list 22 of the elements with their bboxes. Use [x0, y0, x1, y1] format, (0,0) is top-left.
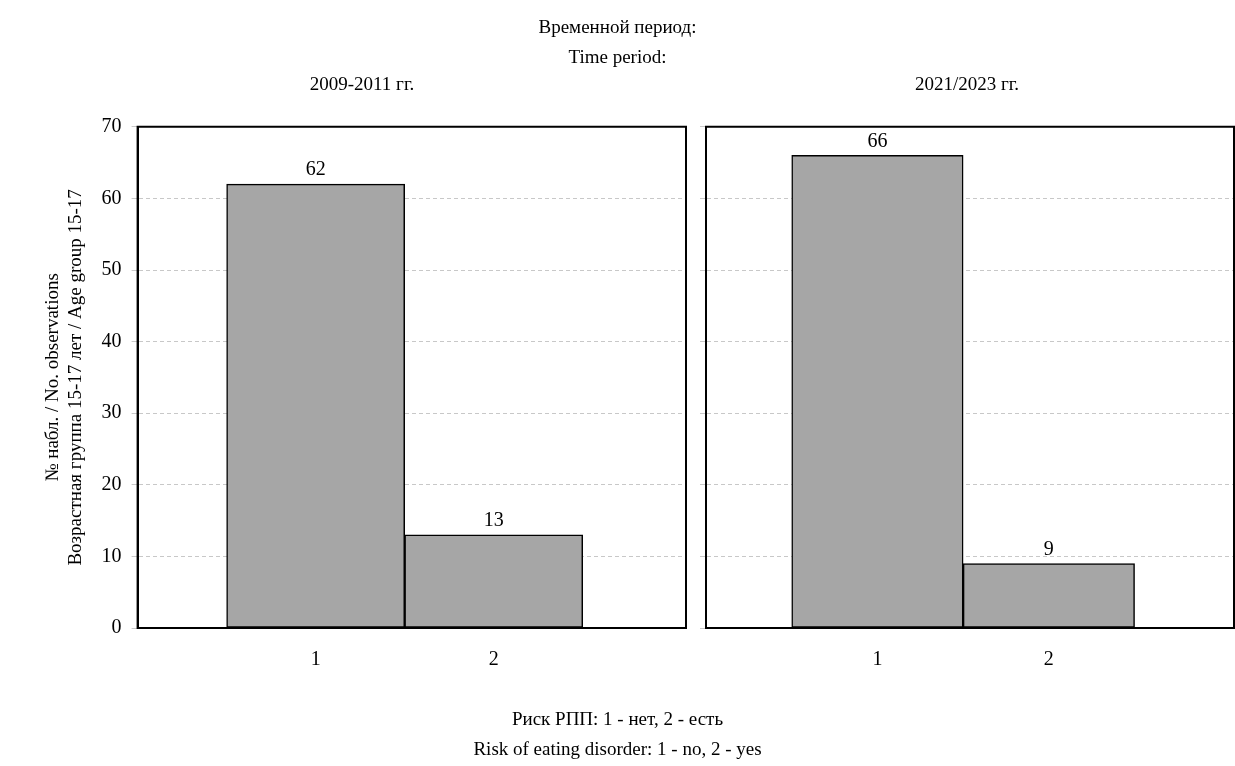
chart-title: 2009-2011 гг. [309, 73, 415, 95]
x-tick-label: 2 [1043, 647, 1054, 670]
data-label: 62 [305, 157, 326, 180]
y-axis-title: № набл. / No. observations Возрастная группа 15-17 лет / Age group 15-17 [41, 189, 86, 566]
text: Временной период: [537, 15, 698, 39]
y-tick-label: 0 [111, 615, 122, 638]
x-axis-title: Риск РПП: 1 - нет, 2 - есть Risk of eating disorder: 1 - no, 2 - yes [472, 707, 763, 761]
y-tick-label: 10 [101, 543, 122, 566]
y-tick-label: 40 [101, 328, 122, 351]
y-tick-label: 20 [101, 472, 122, 495]
y-tick-label: 30 [101, 400, 122, 423]
data-label: 66 [867, 128, 888, 151]
text: Time period: [567, 45, 668, 69]
data-label: 9 [1043, 536, 1054, 559]
chart-title: 2021/2023 гг. [914, 73, 1020, 95]
data-label: 13 [483, 508, 504, 531]
y-tick-label: 70 [101, 114, 122, 137]
x-tick-label: 1 [872, 647, 883, 670]
x-tick-label: 1 [310, 647, 321, 670]
y-tick-label: 60 [101, 185, 122, 208]
x-tick-label: 2 [488, 647, 499, 670]
y-tick-label: 50 [101, 257, 122, 280]
